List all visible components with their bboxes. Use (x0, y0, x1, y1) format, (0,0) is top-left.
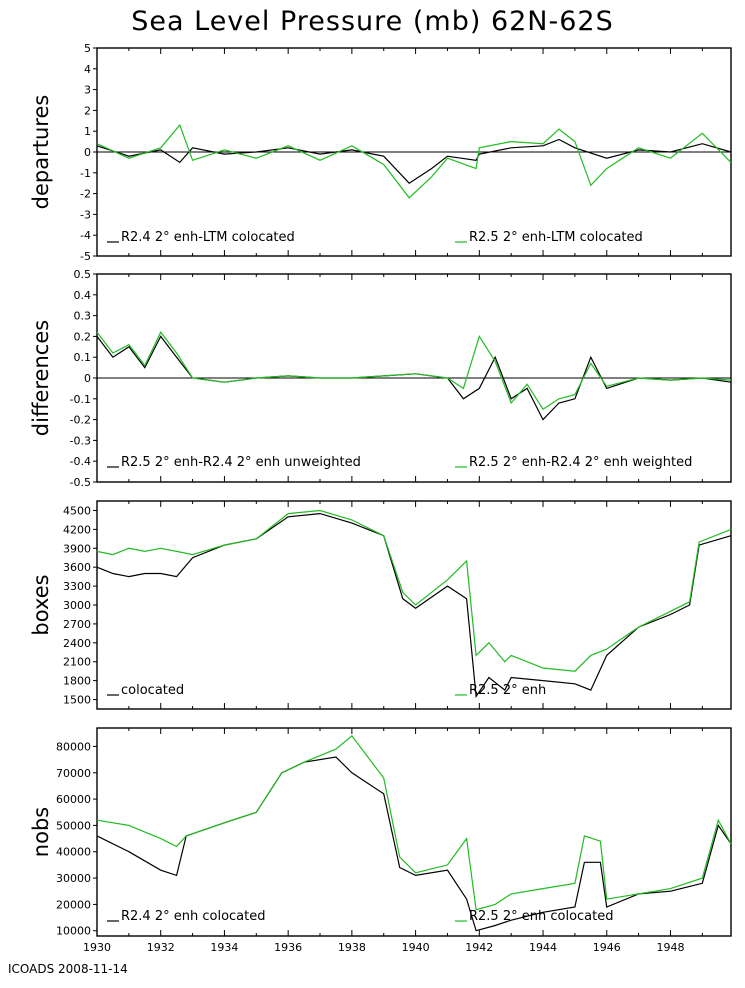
panel-frame (96, 727, 732, 937)
panel-boxes: 4500 4200 3900 3600 3300 3000 2700 2400 2100 1800… (29, 500, 732, 710)
x-tick-label: 1944 (529, 941, 557, 954)
x-tick-label: 1948 (656, 941, 684, 954)
y-tick-label: 0.3 (74, 310, 92, 323)
series-line (96, 331, 732, 411)
y-tick-label: 3600 (63, 561, 91, 574)
y-tick-label: 0 (84, 372, 91, 385)
y-tick-label: 3900 (63, 542, 91, 555)
legend-label: R2.4 2° enh-LTM colocated (121, 230, 295, 245)
y-axis-label: nobs (29, 807, 53, 857)
y-tick-label: 50000 (56, 819, 91, 832)
y-tick-label: -4 (80, 229, 91, 242)
y-tick-label: 20000 (56, 898, 91, 911)
y-tick-label: 60000 (56, 793, 91, 806)
y-tick-label: 3 (84, 84, 91, 97)
y-tick-label: 5 (84, 42, 91, 55)
y-tick-label: -2 (80, 188, 91, 201)
y-axis-label: differences (29, 320, 53, 436)
y-tick-label: 30000 (56, 872, 91, 885)
legend-label: R2.5 2° enh (469, 683, 546, 698)
y-tick-label: -1 (80, 167, 91, 180)
panel-nobs: 80000 70000 60000 50000 40000 30000 20000 10000… (29, 727, 732, 954)
y-tick-label: -0.2 (70, 414, 91, 427)
x-tick-label: 1942 (465, 941, 493, 954)
series-line (96, 123, 732, 199)
legend-label: R2.5 2° enh-LTM colocated (469, 230, 643, 245)
legend-label: R2.5 2° enh colocated (469, 909, 613, 924)
y-axis-label: boxes (29, 574, 53, 635)
series-line (96, 138, 732, 184)
y-tick-label: -0.4 (70, 455, 91, 468)
y-tick-label: 2400 (63, 637, 91, 650)
y-tick-label: 40000 (56, 846, 91, 859)
footer-credit: ICOADS 2008-11-14 (8, 962, 128, 976)
panel-differences: 0.5 0.4 0.3 0.2 0.1 0 -0.1 -0.2 -0.3 -0.4 -0.5 diff… (29, 268, 732, 489)
x-tick-label: 1932 (147, 941, 175, 954)
y-tick-label: 1 (84, 125, 91, 138)
y-tick-label: 1800 (63, 675, 91, 688)
legend-label: R2.5 2° enh-R2.4 2° enh unweighted (121, 455, 361, 470)
y-tick-label: -0.5 (70, 476, 91, 489)
x-tick-label: 1946 (593, 941, 621, 954)
chart-title: Sea Level Pressure (mb) 62N-62S (131, 6, 614, 37)
y-tick-label: 10000 (56, 925, 91, 938)
legend-label: R2.4 2° enh colocated (121, 909, 265, 924)
legend-label: R2.5 2° enh-R2.4 2° enh weighted (469, 455, 692, 470)
y-tick-label: 0.2 (74, 330, 92, 343)
panel-frame (96, 500, 732, 710)
y-tick-label: -3 (80, 208, 91, 221)
x-tick-label: 1938 (338, 941, 366, 954)
series-line (96, 509, 732, 672)
y-tick-label: 1500 (63, 694, 91, 707)
y-tick-label: 80000 (56, 740, 91, 753)
y-tick-label: 4500 (63, 504, 91, 517)
y-tick-label: 2100 (63, 656, 91, 669)
series-line (96, 512, 732, 699)
y-tick-label: 70000 (56, 767, 91, 780)
x-tick-label: 1930 (83, 941, 111, 954)
y-tick-label: -0.3 (70, 434, 91, 447)
panel-departures: 5 4 3 2 1 0 -1 -2 -3 -4 -5 departures R2.4 2° enh-LT… (29, 42, 732, 263)
y-tick-label: 2 (84, 104, 91, 117)
series-line (96, 756, 732, 932)
legend-label: colocated (121, 683, 184, 698)
series-line (96, 735, 732, 911)
y-tick-label: 0.4 (74, 289, 92, 302)
y-tick-label: 4 (84, 63, 91, 76)
x-tick-label: 1936 (274, 941, 302, 954)
x-tick-label: 1940 (402, 941, 430, 954)
y-tick-label: 3000 (63, 599, 91, 612)
y-tick-label: 0.1 (74, 351, 92, 364)
y-tick-label: 0.5 (74, 268, 92, 281)
y-tick-label: 3300 (63, 580, 91, 593)
y-tick-label: -5 (80, 250, 91, 263)
y-tick-label: -0.1 (70, 393, 91, 406)
y-tick-label: 0 (84, 146, 91, 159)
x-tick-label: 1934 (210, 941, 238, 954)
y-tick-label: 2700 (63, 618, 91, 631)
y-tick-label: 4200 (63, 523, 91, 536)
y-axis-label: departures (29, 95, 53, 210)
